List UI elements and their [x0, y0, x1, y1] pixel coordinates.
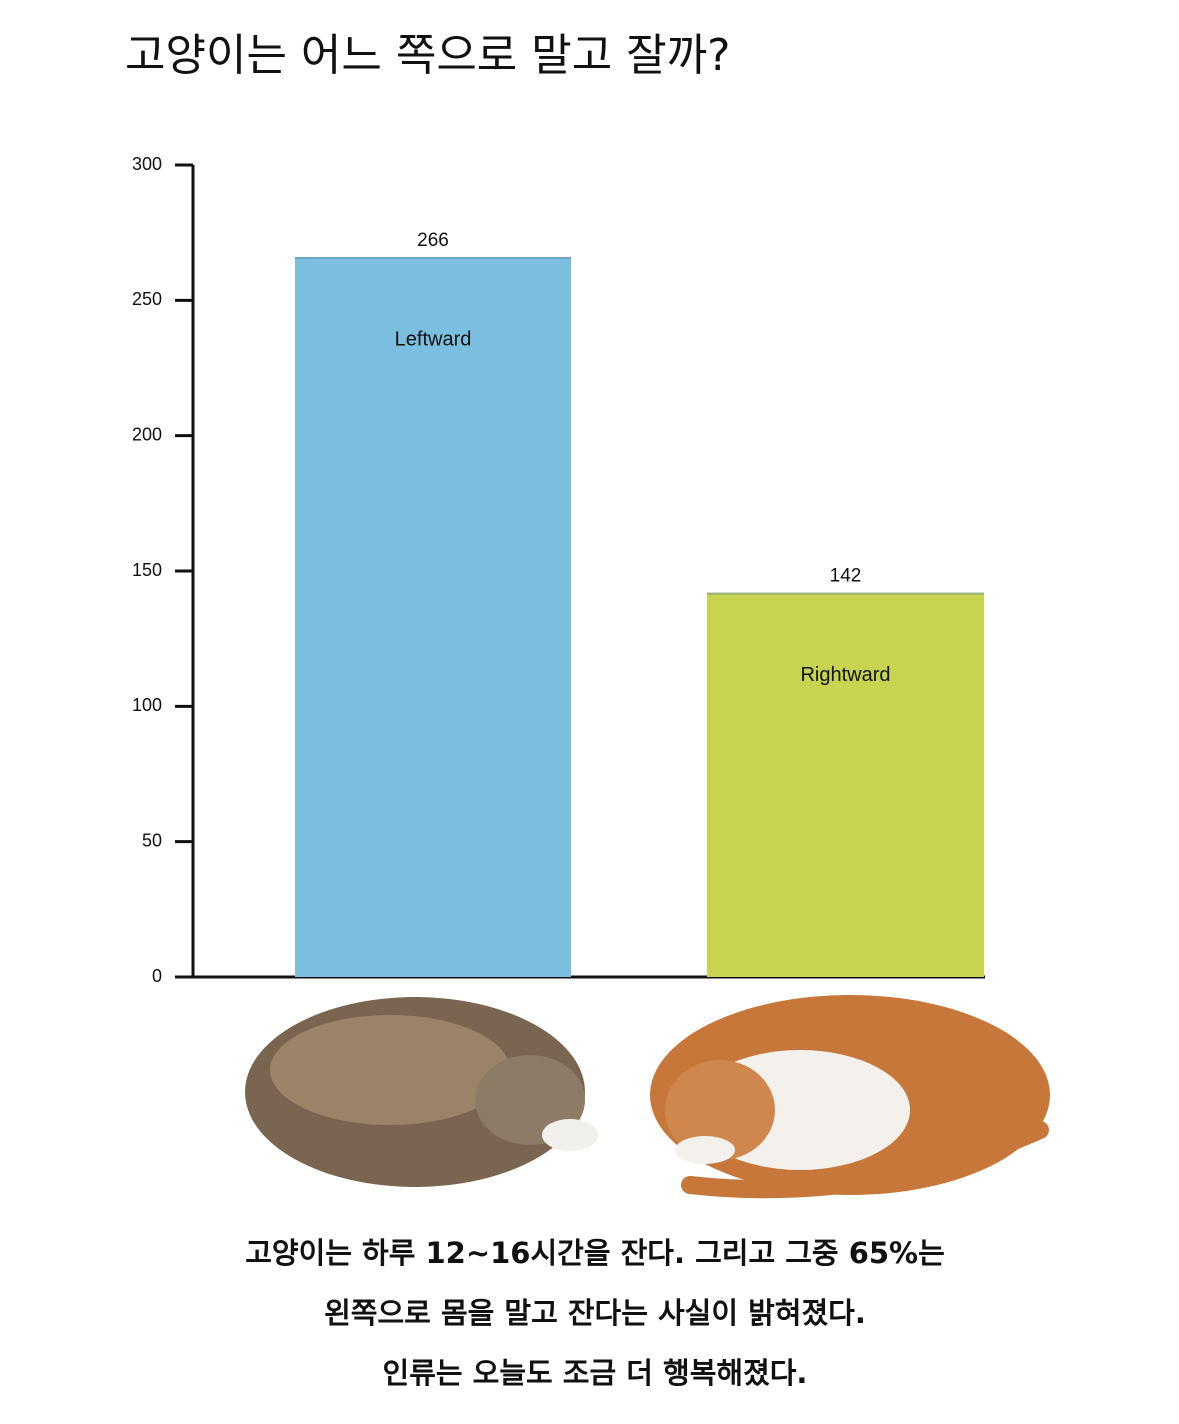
caption-line: 인류는 오늘도 조금 더 행복해졌다.: [383, 1356, 808, 1390]
bar: [707, 592, 984, 977]
caption-line: 고양이는 하루 12~16시간을 잔다. 그리고 그중 65%는: [245, 1236, 945, 1270]
chart-title: 고양이는 어느 쪽으로 말고 잘까?: [125, 30, 731, 81]
y-tick-label: 50: [142, 830, 162, 850]
y-tick-label: 250: [132, 289, 162, 309]
category-label: Rightward: [800, 664, 890, 686]
cat-illustration-right: [650, 995, 1050, 1199]
y-tick-label: 150: [132, 560, 162, 580]
cat-illustration-left: [245, 997, 598, 1187]
y-tick-label: 300: [132, 154, 162, 174]
y-tick-label: 200: [132, 424, 162, 444]
category-label: Leftward: [395, 328, 472, 350]
value-label: 142: [830, 566, 862, 587]
y-tick-label: 0: [152, 966, 162, 986]
y-tick-label: 100: [132, 695, 162, 715]
caption-line: 왼쪽으로 몸을 말고 잔다는 사실이 밝혀졌다.: [324, 1296, 866, 1330]
value-label: 266: [417, 230, 449, 251]
bar: [295, 257, 571, 977]
